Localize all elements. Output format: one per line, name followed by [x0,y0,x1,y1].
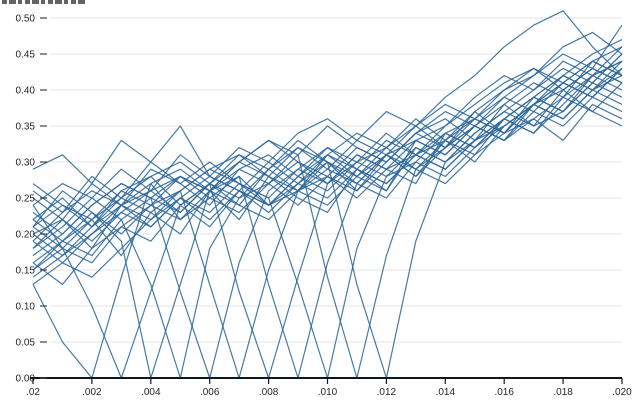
series-line [32,67,623,249]
y-tick-label: 0.10 [16,302,36,313]
series-line [32,67,623,379]
y-tick-label: 0.15 [16,266,36,277]
series-line [32,60,623,271]
series-line [32,82,623,249]
y-tick-label: 0.45 [16,50,36,61]
series-line [32,60,623,285]
x-tick-label: .018 [553,387,573,398]
y-tick-label: 0.20 [16,230,36,241]
y-tick-label: 0.05 [16,338,36,349]
series-line [32,82,623,379]
series-line [32,67,623,228]
x-tick-label: .016 [494,387,514,398]
series-line [32,60,623,285]
x-tick-label: .02 [26,387,40,398]
y-tick-label: 0.25 [16,194,36,205]
x-tick-label: .012 [377,387,397,398]
x-tick-label: .002 [82,387,102,398]
series-line [32,46,623,242]
x-tick-label: .008 [259,387,279,398]
series-line [32,103,623,278]
series-line [32,96,623,379]
x-tick-label: .010 [318,387,338,398]
y-tick-label: 0.40 [16,86,36,97]
y-tick-label: 0.30 [16,158,36,169]
series-line [32,31,623,249]
series-line [32,53,623,264]
y-tick-label: 0.00 [16,374,36,385]
y-tick-label: 0.35 [16,122,36,133]
series-line [32,53,623,379]
x-tick-label: .004 [141,387,161,398]
series-line [32,53,623,206]
y-tick-label: 0.50 [16,14,36,25]
x-tick-label: .014 [436,387,456,398]
series-line [32,96,623,379]
x-tick-label: .006 [200,387,220,398]
clipped-title-text [2,0,86,4]
x-tick-label: .020 [612,387,632,398]
series-line [32,10,623,185]
